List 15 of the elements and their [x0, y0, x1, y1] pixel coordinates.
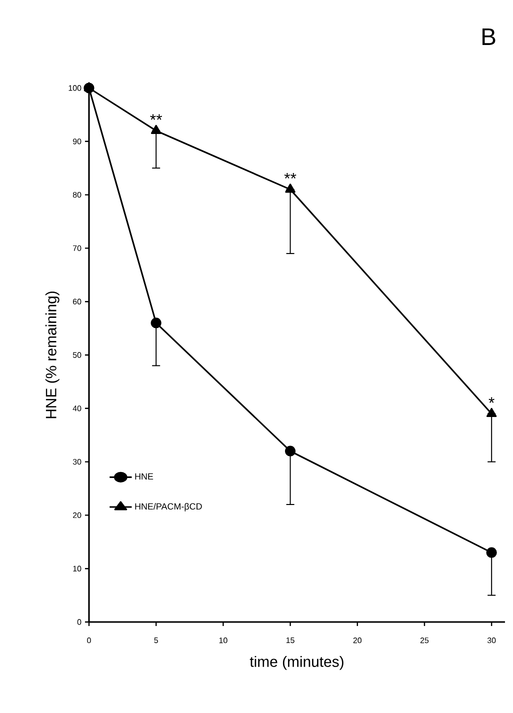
annotation: ** — [284, 172, 296, 179]
point — [150, 318, 162, 328]
point — [284, 446, 296, 456]
legend-label: HNE/PACM-βCD — [135, 503, 202, 512]
legend-label: HNE — [135, 473, 154, 480]
point — [486, 408, 497, 418]
point — [285, 184, 296, 193]
x-axis-title: time (minutes) — [250, 656, 344, 670]
annotation: * — [488, 397, 494, 403]
point — [84, 82, 94, 94]
chart-title: B — [482, 28, 496, 45]
annotation: ** — [150, 114, 162, 120]
point — [486, 547, 497, 558]
y-axis-title: HNE (% remaining) — [45, 292, 60, 418]
point — [150, 124, 162, 134]
